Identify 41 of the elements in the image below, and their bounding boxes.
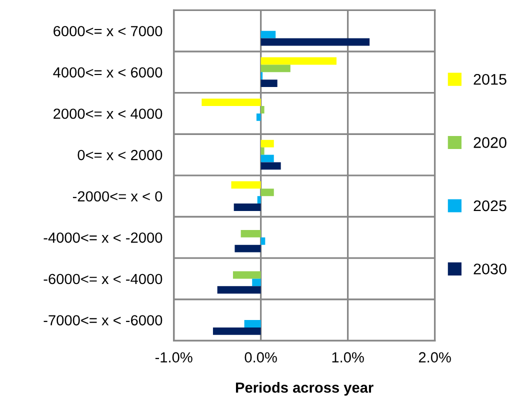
- bar: [234, 244, 261, 252]
- bar: [260, 64, 290, 72]
- bar: [231, 181, 261, 189]
- legend-label: 2020: [474, 137, 506, 148]
- bar: [240, 230, 261, 238]
- x-tick-label: 2.0%: [418, 352, 451, 363]
- bar: [252, 278, 261, 286]
- bar: [202, 98, 261, 106]
- bar: [234, 204, 261, 211]
- bar: [260, 188, 274, 196]
- bar: [217, 286, 261, 294]
- y-tick-label: 6000<= x < 7000: [54, 26, 162, 36]
- y-tick-label: 2000<= x < 4000: [54, 108, 162, 119]
- bar: [212, 327, 261, 335]
- bar: [260, 162, 281, 170]
- y-tick-label: -4000<= x < -2000: [44, 232, 162, 243]
- bar: [260, 140, 274, 148]
- y-tick-label: -2000<= x < 0: [72, 191, 162, 202]
- bar: [260, 30, 276, 38]
- bar: [260, 57, 337, 65]
- bar: [257, 196, 261, 204]
- y-tick-label: -6000<= x < -4000: [44, 274, 162, 284]
- bar: [260, 38, 370, 46]
- x-tick-label: -1.0%: [155, 352, 192, 363]
- bar: [260, 80, 278, 88]
- x-axis-title: Periods across year: [236, 382, 374, 396]
- legend-label: 2025: [474, 200, 506, 212]
- y-tick-label: 4000<= x < 6000: [53, 67, 162, 78]
- x-tick-label: 0.0%: [244, 352, 277, 363]
- bar: [260, 237, 266, 245]
- bar: [260, 106, 264, 114]
- legend-label: 2030: [474, 264, 506, 274]
- y-tick-label: -7000<= x < -6000: [44, 315, 162, 326]
- bar: [260, 147, 264, 155]
- legend-label: 2015: [474, 74, 506, 85]
- x-tick-label: 1.0%: [332, 352, 364, 363]
- bar: [260, 154, 274, 162]
- bar: [256, 113, 261, 121]
- y-tick-label: 0<= x < 2000: [78, 150, 162, 160]
- bar: [244, 320, 261, 328]
- bar: [232, 271, 261, 279]
